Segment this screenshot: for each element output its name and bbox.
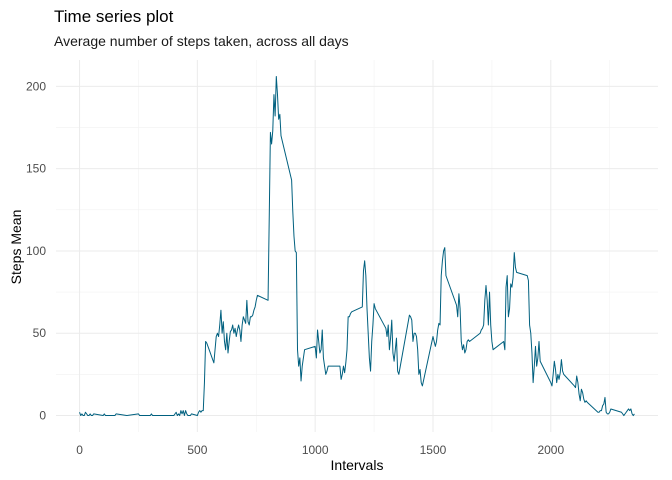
x-tick-label: 1500 bbox=[420, 443, 447, 457]
chart-title: Time series plot bbox=[54, 7, 174, 26]
grid bbox=[56, 60, 658, 432]
chart-subtitle: Average number of steps taken, across al… bbox=[54, 33, 349, 49]
y-tick-label: 200 bbox=[26, 79, 46, 93]
series-line bbox=[79, 75, 635, 417]
x-tick-label: 0 bbox=[76, 443, 83, 457]
y-tick-label: 0 bbox=[39, 409, 46, 423]
x-tick-label: 2000 bbox=[537, 443, 564, 457]
y-tick-label: 50 bbox=[33, 326, 47, 340]
y-axis-title: Steps Mean bbox=[8, 210, 24, 285]
x-tick-label: 1000 bbox=[302, 443, 329, 457]
x-axis-title: Intervals bbox=[331, 457, 384, 473]
x-tick-label: 500 bbox=[187, 443, 207, 457]
y-tick-label: 150 bbox=[26, 162, 46, 176]
y-tick-label: 100 bbox=[26, 244, 46, 258]
tick-labels: 0 500 1000 1500 2000 0 50 100 150 200 bbox=[26, 79, 564, 457]
